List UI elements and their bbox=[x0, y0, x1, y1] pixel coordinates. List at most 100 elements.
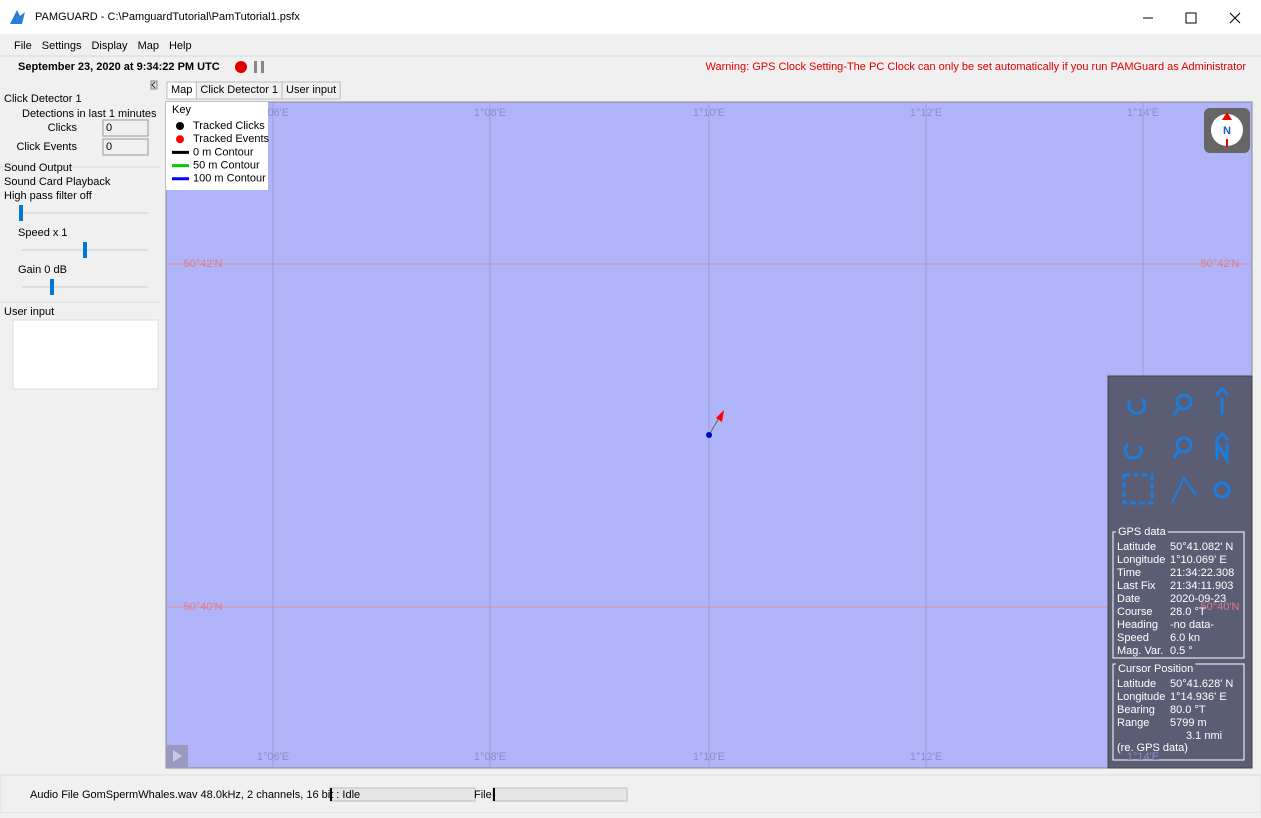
menu-item[interactable]: Settings bbox=[42, 40, 82, 52]
user-input-box[interactable] bbox=[12, 319, 159, 390]
compass-face bbox=[1211, 114, 1243, 146]
zoom-out[interactable] bbox=[1172, 450, 1181, 459]
status-text: Audio File GomSpermWhales.wav 48.0kHz, 2… bbox=[30, 789, 360, 801]
info-label: Speed bbox=[1117, 632, 1149, 644]
map-control-panel bbox=[1107, 375, 1253, 769]
key-title: Key bbox=[172, 104, 191, 116]
vessel-position bbox=[706, 432, 712, 438]
label: Sound Card Playback bbox=[4, 176, 111, 188]
rotate-cw[interactable] bbox=[1127, 397, 1147, 415]
info-label: Heading bbox=[1117, 619, 1158, 631]
info-label: Course bbox=[1117, 606, 1152, 618]
info-label: Last Fix bbox=[1117, 580, 1156, 592]
field-box bbox=[102, 138, 149, 156]
heading-up[interactable] bbox=[1171, 476, 1197, 504]
key-label: Tracked Events bbox=[193, 133, 270, 145]
lon-label: 1°12'E bbox=[910, 751, 942, 763]
title-bg bbox=[1116, 663, 1196, 675]
field-value: 0 bbox=[106, 141, 112, 153]
pause-button[interactable] bbox=[254, 61, 257, 73]
info-label: Time bbox=[1117, 567, 1141, 579]
info-value: 2020-09-23 bbox=[1170, 593, 1226, 605]
info-value: 1°14.936' E bbox=[1170, 691, 1227, 703]
key-label: Tracked Clicks bbox=[193, 120, 265, 132]
field-label: Clicks bbox=[48, 122, 78, 134]
key-dot bbox=[176, 135, 184, 144]
menu-item[interactable]: Help bbox=[169, 40, 192, 52]
record-button[interactable] bbox=[235, 61, 247, 73]
panel-title: User input bbox=[4, 306, 54, 318]
progress-bar bbox=[492, 787, 628, 802]
field-value: 0 bbox=[106, 122, 112, 134]
menu-item[interactable]: Display bbox=[91, 40, 128, 52]
info-label: Mag. Var. bbox=[1117, 645, 1163, 657]
label: Speed x 1 bbox=[18, 227, 68, 239]
slider-thumb[interactable] bbox=[83, 242, 87, 258]
lat-label: 50°42'N bbox=[184, 258, 223, 270]
menu-item[interactable]: Map bbox=[138, 40, 159, 52]
info-value: 50°41.082' N bbox=[1170, 541, 1233, 553]
menu-item[interactable]: File bbox=[14, 40, 32, 52]
compass-label: N bbox=[1223, 125, 1231, 137]
gps-box bbox=[1112, 531, 1245, 659]
datetime: September 23, 2020 at 9:34:22 PM UTC bbox=[18, 61, 220, 73]
info-value: 80.0 °T bbox=[1170, 704, 1206, 716]
expand-arrow bbox=[173, 750, 182, 762]
close[interactable] bbox=[1229, 12, 1241, 24]
info-label: Longitude bbox=[1117, 691, 1165, 703]
north-up[interactable] bbox=[1214, 431, 1230, 466]
collapse-arrow bbox=[151, 81, 156, 89]
info-label: Bearing bbox=[1117, 704, 1155, 716]
tab-label[interactable]: Click Detector 1 bbox=[200, 84, 278, 96]
collapse-button[interactable] bbox=[150, 80, 158, 90]
warning: Warning: GPS Clock Setting-The PC Clock … bbox=[706, 61, 1247, 73]
info-value: 50°41.628' N bbox=[1170, 678, 1233, 690]
lon-label: 1°12'E bbox=[910, 107, 942, 119]
rotate-ccw[interactable] bbox=[1123, 442, 1143, 460]
info-value: 6.0 kn bbox=[1170, 632, 1200, 644]
lon-label: 1°14'E bbox=[1127, 751, 1159, 763]
info-value: -no data- bbox=[1170, 619, 1214, 631]
vessel-marker bbox=[716, 410, 724, 422]
map-buttons bbox=[1122, 386, 1231, 505]
pause-button[interactable] bbox=[261, 61, 264, 73]
window-title: PAMGUARD - C:\PamguardTutorial\PamTutori… bbox=[35, 11, 300, 23]
lon-label: 1°08'E bbox=[474, 751, 506, 763]
tab-label[interactable]: Map bbox=[171, 84, 192, 96]
lon-label: 1°06'E bbox=[257, 751, 289, 763]
tab-label[interactable]: User input bbox=[286, 84, 336, 96]
info-value: 21:34:22.308 bbox=[1170, 567, 1234, 579]
info-value: 21:34:11.903 bbox=[1170, 580, 1233, 592]
status-bar bbox=[0, 774, 1261, 814]
map-key bbox=[166, 102, 268, 190]
info-label: Latitude bbox=[1117, 541, 1156, 553]
title-bg bbox=[1116, 526, 1168, 538]
info-value: 3.1 nmi bbox=[1186, 730, 1222, 742]
slider-thumb[interactable] bbox=[19, 205, 23, 221]
maximize[interactable] bbox=[1185, 12, 1197, 24]
tab[interactable] bbox=[281, 81, 341, 100]
center-map[interactable] bbox=[1122, 473, 1154, 505]
vessel-track bbox=[708, 417, 720, 436]
zoom-in[interactable] bbox=[1175, 393, 1193, 411]
lon-label: 1°10'E bbox=[693, 751, 725, 763]
box-title: GPS data bbox=[1118, 526, 1167, 538]
info-value: 0.5 ° bbox=[1170, 645, 1193, 657]
label: High pass filter off bbox=[4, 190, 93, 202]
info-value: 5799 m bbox=[1170, 717, 1207, 729]
panel-title: Sound Output bbox=[4, 162, 72, 174]
slider-thumb[interactable] bbox=[50, 279, 54, 295]
zoom-in[interactable] bbox=[1172, 407, 1181, 416]
info-value: 1°10.069' E bbox=[1170, 554, 1227, 566]
detections-label: Detections in last 1 minutes bbox=[22, 108, 157, 120]
key-label: 100 m Contour bbox=[193, 173, 266, 185]
label: Gain 0 dB bbox=[18, 264, 67, 276]
info-note: (re. GPS data) bbox=[1117, 742, 1188, 754]
pan-up[interactable] bbox=[1214, 386, 1230, 415]
key-dot bbox=[176, 122, 184, 130]
app-icon bbox=[10, 10, 25, 24]
ship-centre[interactable] bbox=[1213, 481, 1231, 499]
zoom-out[interactable] bbox=[1175, 436, 1193, 454]
